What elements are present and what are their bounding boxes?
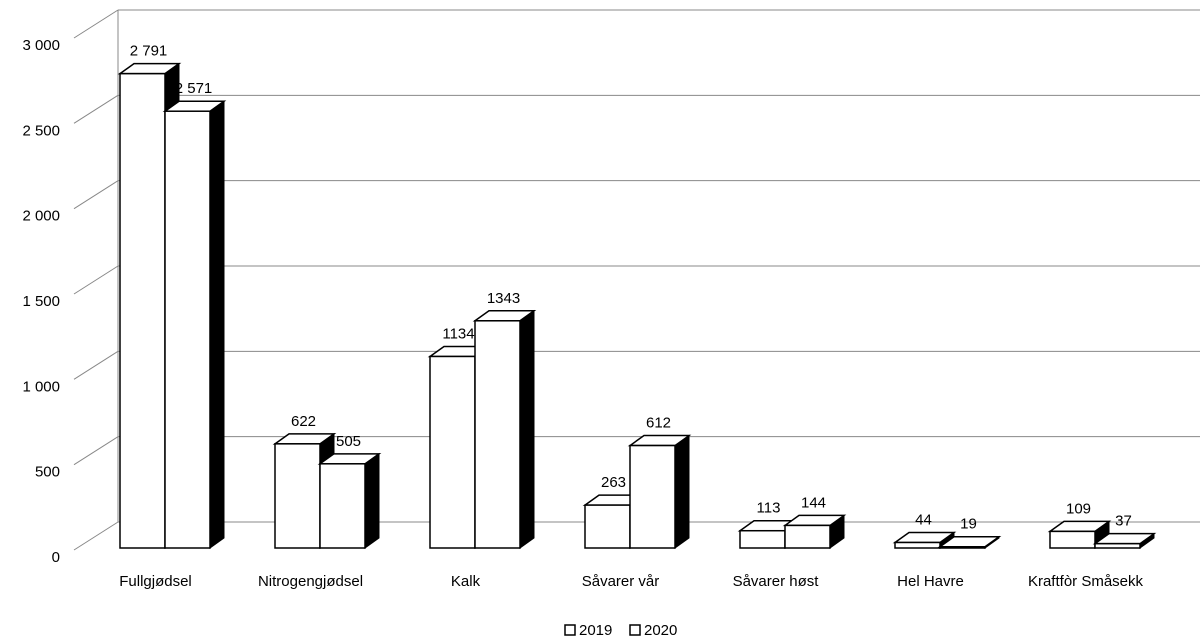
- y-tick-label: 0: [52, 549, 60, 566]
- value-label: 622: [291, 413, 316, 430]
- legend-label: 2019: [579, 622, 612, 637]
- value-label: 612: [646, 415, 671, 432]
- bar: [937, 535, 1002, 549]
- y-tick-label: 3 000: [22, 37, 60, 54]
- bar: [1092, 532, 1157, 549]
- bar-front: [164, 110, 211, 549]
- bar-front: [119, 72, 166, 549]
- bar-front: [1094, 542, 1141, 549]
- legend-label: 2020: [644, 622, 677, 637]
- value-label: 2 571: [175, 80, 213, 97]
- x-tick-label: Såvarer vår: [582, 573, 660, 590]
- bar: [162, 100, 227, 549]
- bar-front: [429, 355, 476, 549]
- bar: [782, 514, 847, 549]
- grid-diagonal: [73, 350, 119, 380]
- x-tick-label: Nitrogengjødsel: [258, 573, 363, 590]
- bar-front: [739, 529, 786, 549]
- x-tick-label: Kalk: [451, 573, 481, 590]
- grid-diagonal: [73, 521, 119, 551]
- x-tick-label: Såvarer høst: [733, 573, 820, 590]
- grid-diagonal: [73, 9, 119, 39]
- bar-front: [629, 444, 676, 549]
- bar-front: [939, 546, 986, 549]
- value-label: 1134: [442, 325, 474, 342]
- bar-front: [274, 443, 321, 549]
- bar-front: [1049, 530, 1096, 549]
- bar-front: [474, 320, 521, 549]
- value-label: 109: [1066, 500, 1091, 517]
- value-label: 113: [757, 500, 781, 517]
- bar-front: [319, 463, 366, 549]
- grid-diagonal: [73, 265, 119, 295]
- value-label: 263: [601, 474, 626, 491]
- bar: [627, 434, 692, 549]
- bar: [472, 309, 537, 549]
- value-label: 19: [960, 516, 977, 533]
- value-label: 44: [915, 511, 932, 528]
- bar-side: [674, 434, 690, 549]
- y-tick-label: 500: [35, 464, 60, 481]
- value-label: 2 791: [130, 43, 168, 60]
- y-tick-label: 2 000: [22, 208, 60, 225]
- legend-swatch: [629, 624, 641, 636]
- bar-side: [364, 452, 380, 549]
- x-tick-label: Hel Havre: [897, 573, 964, 590]
- legend-swatch: [564, 624, 576, 636]
- bar-front: [894, 541, 941, 549]
- bar-side: [209, 100, 225, 549]
- value-label: 505: [336, 433, 361, 450]
- bar: [317, 452, 382, 549]
- y-tick-label: 1 000: [22, 378, 60, 395]
- grid-diagonal: [73, 180, 119, 210]
- grid-diagonal: [73, 94, 119, 124]
- value-label: 144: [801, 494, 826, 511]
- y-tick-label: 2 500: [22, 122, 60, 139]
- bar-front: [584, 504, 631, 549]
- bar-side: [519, 309, 535, 549]
- value-label: 37: [1115, 513, 1132, 530]
- y-tick-label: 1 500: [22, 293, 60, 310]
- x-tick-label: Kraftfòr Småsekk: [1028, 573, 1144, 590]
- grid-diagonal: [73, 436, 119, 466]
- value-label: 1343: [487, 290, 520, 307]
- x-tick-label: Fullgjødsel: [119, 573, 192, 590]
- bar-front: [784, 524, 831, 549]
